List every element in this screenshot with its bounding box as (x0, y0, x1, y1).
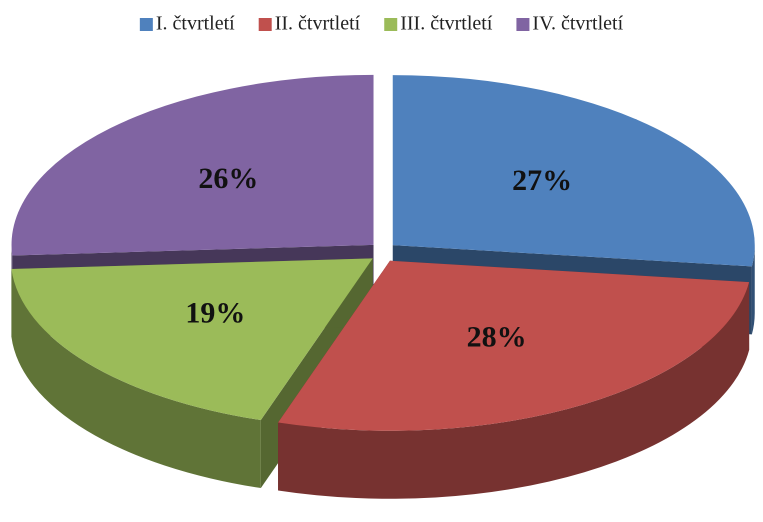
legend-swatch (516, 18, 530, 31)
slice (278, 260, 750, 431)
slice (11, 258, 373, 421)
legend-swatch (258, 18, 272, 31)
legend-label: II. čtvrtletí (275, 13, 361, 35)
data-label: 19% (185, 297, 245, 330)
legend-swatch (139, 18, 153, 31)
data-label: 28% (467, 321, 527, 354)
slice-side (278, 282, 750, 499)
slice-side (751, 245, 755, 335)
tops: 27% 28% 19% 26% (11, 74, 755, 431)
slice-side (11, 269, 261, 489)
legend: I. čtvrtletí II. čtvrtletí III. čtvrtletí I… (139, 13, 624, 35)
slice (392, 75, 755, 267)
data-label: 26% (198, 162, 258, 195)
legend-swatch (384, 18, 398, 31)
legend-label: I. čtvrtletí (156, 13, 235, 35)
slice (11, 74, 374, 256)
legend-label: IV. čtvrtletí (532, 13, 623, 35)
legend-label: III. čtvrtletí (400, 13, 493, 35)
data-label: 27% (512, 164, 572, 197)
